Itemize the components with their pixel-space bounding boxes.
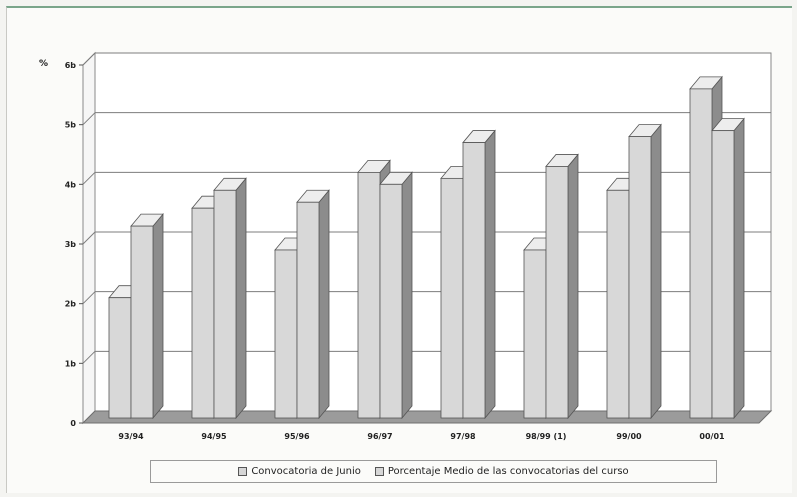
bar-front xyxy=(628,136,652,419)
bar-front xyxy=(296,201,320,419)
bar-front xyxy=(462,142,486,419)
y-tick-label: 0 xyxy=(70,419,76,428)
gridline-depth xyxy=(82,52,96,66)
bar-97/98-series-2 xyxy=(462,129,496,420)
bar-side xyxy=(484,129,496,420)
bar-side xyxy=(152,212,164,420)
legend-item-series-2: Porcentaje Medio de las convocatorias de… xyxy=(374,466,629,477)
bar-front xyxy=(379,183,403,419)
bar-side xyxy=(650,123,662,420)
floor-plane xyxy=(81,410,773,424)
bars xyxy=(108,75,745,420)
gridline-depth xyxy=(82,350,96,364)
y-tick-label: 6b xyxy=(65,61,77,70)
bar-front xyxy=(130,225,154,419)
gridline-depth xyxy=(82,291,96,305)
legend-swatch-series-1 xyxy=(238,467,248,476)
bar-front xyxy=(213,189,237,419)
bar-front xyxy=(191,207,215,419)
y-tick-label: 1b xyxy=(65,359,77,368)
x-tick-label: 00/01 xyxy=(699,432,725,441)
legend-label-series-2: Porcentaje Medio de las convocatorias de… xyxy=(387,466,629,477)
bar-99/00-series-2 xyxy=(628,123,662,420)
x-tick-label: 93/94 xyxy=(118,432,144,441)
bar-front xyxy=(606,189,630,419)
legend-swatch-series-2 xyxy=(374,467,384,476)
bar-00/01-series-2 xyxy=(711,117,745,420)
chart-frame: 0 1b 2b 3b 4b 5b 6b 93/94 94/95 95/96 96/97 97/98 9… xyxy=(6,6,792,493)
y-tick-label: 5b xyxy=(65,121,77,130)
x-axis-ticks: 93/94 94/95 95/96 96/97 97/98 98/99 (1) 99/00 0… xyxy=(118,432,725,441)
bar-front xyxy=(545,166,569,419)
bar-side xyxy=(733,117,745,420)
x-tick-label: 97/98 xyxy=(450,432,476,441)
bar-96/97-series-2 xyxy=(379,171,413,420)
chart-walls xyxy=(82,51,772,425)
legend-item-series-1: Convocatoria de Junio xyxy=(238,466,361,477)
bar-98/99 (1)-series-2 xyxy=(545,153,579,420)
x-tick-label: 96/97 xyxy=(367,432,392,441)
bar-side xyxy=(401,171,413,420)
bar-front xyxy=(357,171,381,419)
x-tick-label: 98/99 (1) xyxy=(526,432,567,441)
chart-floor xyxy=(81,410,773,424)
gridline-depth xyxy=(82,171,96,185)
bar-front xyxy=(711,130,735,419)
legend: Convocatoria de Junio Porcentaje Medio d… xyxy=(150,460,717,483)
bar-93/94-series-2 xyxy=(130,212,164,420)
y-tick-label: 4b xyxy=(65,180,77,189)
bar-side xyxy=(235,177,247,420)
bar-front xyxy=(440,177,464,419)
y-axis-ticks: 0 1b 2b 3b 4b 5b 6b xyxy=(65,61,83,428)
bar-94/95-series-2 xyxy=(213,177,247,420)
y-tick-label: 2b xyxy=(65,300,77,309)
x-tick-label: 94/95 xyxy=(201,432,227,441)
x-tick-label: 99/00 xyxy=(616,432,642,441)
bar-side xyxy=(318,189,330,420)
legend-label-series-1: Convocatoria de Junio xyxy=(251,466,361,477)
gridline-depth xyxy=(82,231,96,245)
bar-front xyxy=(108,297,132,419)
bar-95/96-series-2 xyxy=(296,189,330,420)
bar-side xyxy=(567,153,579,420)
bar-front xyxy=(689,88,713,419)
y-tick-label: 3b xyxy=(65,240,77,249)
y-unit-label: % xyxy=(39,59,48,69)
bar-front xyxy=(274,249,298,419)
x-tick-label: 95/96 xyxy=(284,432,310,441)
gridline-depth xyxy=(82,112,96,126)
bar-front xyxy=(523,249,547,419)
